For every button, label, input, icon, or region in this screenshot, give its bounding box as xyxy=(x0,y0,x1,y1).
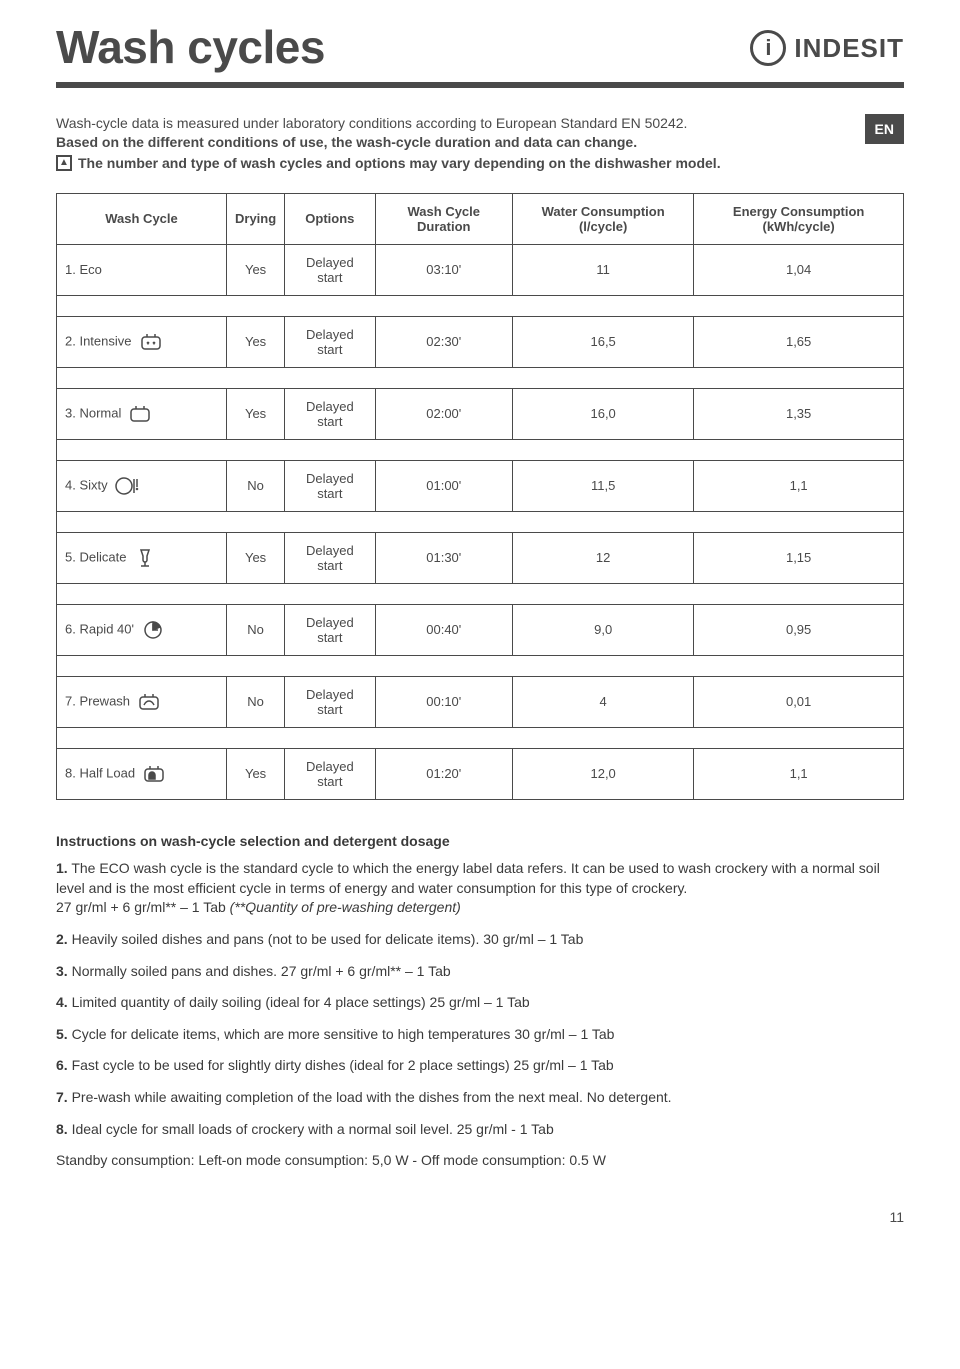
instructions-heading: Instructions on wash-cycle selection and… xyxy=(56,832,904,852)
cell-name: 8. Half Load xyxy=(57,748,227,799)
th-duration: Wash Cycle Duration xyxy=(375,193,513,244)
cell-name: 5. Delicate xyxy=(57,532,227,583)
table-row: 2. IntensiveYesDelayed start02:30'16,51,… xyxy=(57,316,904,367)
cell-options: Delayed start xyxy=(285,676,375,727)
page-number: 11 xyxy=(56,1209,904,1225)
th-drying: Drying xyxy=(227,193,285,244)
th-options: Options xyxy=(285,193,375,244)
cell-name: 3. Normal xyxy=(57,388,227,439)
instruction-item: 6. Fast cycle to be used for slightly di… xyxy=(56,1056,904,1076)
cell-drying: Yes xyxy=(227,388,285,439)
cell-water: 11 xyxy=(513,244,694,295)
instruction-item: 1. The ECO wash cycle is the standard cy… xyxy=(56,859,904,918)
table-row: 5. DelicateYesDelayed start01:30'121,15 xyxy=(57,532,904,583)
wash-cycles-table: Wash Cycle Drying Options Wash Cycle Dur… xyxy=(56,193,904,800)
instruction-item: 7. Pre-wash while awaiting completion of… xyxy=(56,1088,904,1108)
cell-options: Delayed start xyxy=(285,316,375,367)
cell-name: 4. Sixty xyxy=(57,460,227,511)
cell-drying: No xyxy=(227,676,285,727)
cell-energy: 1,04 xyxy=(694,244,904,295)
prewash-icon xyxy=(136,691,162,713)
cell-water: 9,0 xyxy=(513,604,694,655)
instruction-item: 2. Heavily soiled dishes and pans (not t… xyxy=(56,930,904,950)
cell-options: Delayed start xyxy=(285,460,375,511)
instruction-item: 5. Cycle for delicate items, which are m… xyxy=(56,1025,904,1045)
cell-duration: 01:30' xyxy=(375,532,513,583)
cell-water: 12 xyxy=(513,532,694,583)
cell-water: 16,0 xyxy=(513,388,694,439)
sixty-icon xyxy=(114,475,140,497)
cell-duration: 00:40' xyxy=(375,604,513,655)
standby-note: Standby consumption: Left-on mode consum… xyxy=(56,1151,904,1171)
th-water: Water Consumption (l/cycle) xyxy=(513,193,694,244)
cell-duration: 03:10' xyxy=(375,244,513,295)
cell-duration: 01:00' xyxy=(375,460,513,511)
delicate-icon xyxy=(132,547,158,569)
table-header-row: Wash Cycle Drying Options Wash Cycle Dur… xyxy=(57,193,904,244)
table-row: 3. NormalYesDelayed start02:00'16,01,35 xyxy=(57,388,904,439)
cell-duration: 01:20' xyxy=(375,748,513,799)
logo-text: INDeSIT xyxy=(794,33,904,64)
cell-drying: Yes xyxy=(227,748,285,799)
instruction-item: 8. Ideal cycle for small loads of crocke… xyxy=(56,1120,904,1140)
cell-water: 16,5 xyxy=(513,316,694,367)
cell-name: 2. Intensive xyxy=(57,316,227,367)
cell-name: 6. Rapid 40' xyxy=(57,604,227,655)
instruction-item: 4. Limited quantity of daily soiling (id… xyxy=(56,993,904,1013)
table-row: 1. EcoYesDelayed start03:10'111,04 xyxy=(57,244,904,295)
instruction-item: 3. Normally soiled pans and dishes. 27 g… xyxy=(56,962,904,982)
cell-energy: 1,1 xyxy=(694,748,904,799)
language-badge: EN xyxy=(865,114,904,144)
table-row: 8. Half LoadYesDelayed start01:20'12,01,… xyxy=(57,748,904,799)
intro-line2: Based on the different conditions of use… xyxy=(56,133,841,152)
cell-energy: 1,15 xyxy=(694,532,904,583)
cell-energy: 1,35 xyxy=(694,388,904,439)
horizontal-rule xyxy=(56,82,904,88)
cell-drying: No xyxy=(227,460,285,511)
page-title: Wash cycles xyxy=(56,20,325,74)
cell-energy: 0,95 xyxy=(694,604,904,655)
brand-logo: i INDeSIT xyxy=(750,30,904,66)
cell-name: 7. Prewash xyxy=(57,676,227,727)
intro-line1: Wash-cycle data is measured under labora… xyxy=(56,114,841,133)
table-row: 6. Rapid 40'NoDelayed start00:40'9,00,95 xyxy=(57,604,904,655)
instructions-section: Instructions on wash-cycle selection and… xyxy=(56,832,904,1171)
cell-water: 4 xyxy=(513,676,694,727)
cell-energy: 1,1 xyxy=(694,460,904,511)
cell-water: 11,5 xyxy=(513,460,694,511)
normal-icon xyxy=(127,403,153,425)
cell-drying: Yes xyxy=(227,316,285,367)
cell-name: 1. Eco xyxy=(57,244,227,295)
cell-drying: No xyxy=(227,604,285,655)
logo-circle-icon: i xyxy=(750,30,786,66)
cell-duration: 02:00' xyxy=(375,388,513,439)
cell-options: Delayed start xyxy=(285,748,375,799)
halfload-icon xyxy=(141,763,167,785)
cell-energy: 0,01 xyxy=(694,676,904,727)
cell-options: Delayed start xyxy=(285,244,375,295)
cell-options: Delayed start xyxy=(285,532,375,583)
th-energy: Energy Consumption (kWh/cycle) xyxy=(694,193,904,244)
cell-options: Delayed start xyxy=(285,388,375,439)
warning-icon: ▲ xyxy=(56,155,72,171)
intensive-icon xyxy=(138,331,164,353)
table-row: 7. PrewashNoDelayed start00:10'40,01 xyxy=(57,676,904,727)
cell-duration: 02:30' xyxy=(375,316,513,367)
th-cycle: Wash Cycle xyxy=(57,193,227,244)
cell-duration: 00:10' xyxy=(375,676,513,727)
cell-drying: Yes xyxy=(227,244,285,295)
cell-options: Delayed start xyxy=(285,604,375,655)
intro-text: Wash-cycle data is measured under labora… xyxy=(56,114,841,173)
cell-water: 12,0 xyxy=(513,748,694,799)
rapid-icon xyxy=(140,619,166,641)
table-row: 4. SixtyNoDelayed start01:00'11,51,1 xyxy=(57,460,904,511)
intro-note: The number and type of wash cycles and o… xyxy=(78,154,721,173)
cell-energy: 1,65 xyxy=(694,316,904,367)
cell-drying: Yes xyxy=(227,532,285,583)
